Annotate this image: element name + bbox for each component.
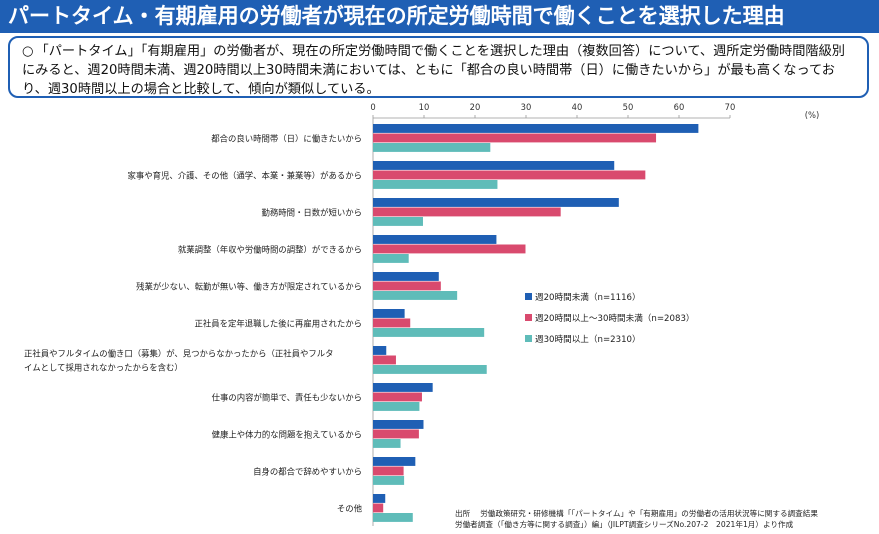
bar [373, 476, 405, 485]
bar [373, 346, 387, 355]
x-tick-label: 10 [419, 102, 430, 112]
bar [373, 281, 441, 291]
x-tick-label: 70 [725, 102, 736, 112]
legend-entry: 週20時間以上～30時間未満（n=2083） [535, 312, 695, 324]
x-tick-label: 30 [521, 102, 532, 112]
bar [373, 439, 401, 448]
bar [373, 513, 413, 522]
bar [373, 383, 433, 392]
bar [373, 402, 420, 411]
x-tick-label: 50 [623, 102, 634, 112]
summary-text: 「パートタイム」「有期雇用」の労働者が、現在の所定労働時間で働くことを選択した理… [22, 44, 845, 97]
legend-entry: 週20時間未満（n=1116） [535, 291, 641, 303]
category-label: 仕事の内容が簡単で、責任も少ないから [212, 392, 362, 402]
bar [373, 392, 422, 402]
unit-label: (%) [805, 110, 820, 120]
category-label: イムとして採用されなかったからを含む） [24, 362, 183, 372]
x-tick-label: 0 [370, 102, 375, 112]
category-label: 都合の良い時間帯（日）に働きたいから [211, 133, 362, 143]
bar [373, 124, 699, 133]
x-tick-label: 60 [674, 102, 685, 112]
legend-entry: 週30時間以上（n=2310） [535, 334, 641, 345]
bar [373, 254, 409, 263]
source-note: 出所 労働政策研究・研修機構「「パートタイム」や「有期雇用」の労働者の活用状況等に… [455, 509, 818, 530]
bar [373, 291, 458, 300]
bar [373, 217, 423, 226]
bar [373, 457, 416, 466]
bar [373, 143, 491, 152]
source-label: 出所 [455, 509, 471, 518]
bar [373, 355, 396, 365]
bar [373, 420, 424, 429]
bar [373, 466, 404, 476]
summary-box: ○ 「パートタイム」「有期雇用」の労働者が、現在の所定労働時間で働くことを選択した… [8, 36, 869, 98]
legend-swatch [525, 314, 532, 321]
bar [373, 244, 526, 254]
bar [373, 429, 419, 439]
bar [373, 365, 487, 374]
bar [373, 133, 657, 143]
x-tick-label: 40 [572, 102, 583, 112]
category-label: 残業が少ない、転勤が無い等、働き方が限定されているから [136, 281, 362, 291]
bar [373, 503, 384, 513]
category-label: 家事や育児、介護、その他（通学、本業・兼業等）があるから [128, 170, 363, 180]
bar [373, 198, 619, 207]
bar [373, 235, 497, 244]
legend-swatch [525, 335, 532, 342]
bar [373, 328, 485, 337]
source-line-2: 労働者調査（「働き方等に関する調査」）編」（JILPT調査シリーズNo.207-… [455, 519, 794, 529]
category-label: 勤務時間・日数が短いから [262, 207, 363, 217]
bar [373, 309, 405, 318]
category-label: 自身の都合で辞めやすいから [253, 466, 362, 476]
bar [373, 494, 386, 503]
bar [373, 170, 646, 180]
bar [373, 318, 411, 328]
source-line-1: 労働政策研究・研修機構「「パートタイム」や「有期雇用」の労働者の活用状況等に関す… [480, 509, 818, 518]
x-tick-label: 20 [470, 102, 481, 112]
category-label: 健康上や体力的な問題を抱えているから [212, 429, 362, 439]
summary-bullet: ○ [22, 44, 34, 59]
category-label: 正社員やフルタイムの働き口（募集）が、見つからなかったから（正社員やフルタ [24, 348, 334, 358]
bar [373, 207, 561, 217]
bar [373, 161, 615, 170]
category-label: その他 [337, 503, 363, 513]
category-label: 正社員を定年退職した後に再雇用されたから [195, 318, 363, 328]
category-label: 就業調整（年収や労働時間の調整）ができるから [178, 244, 362, 254]
page-title: パートタイム・有期雇用の労働者が現在の所定労働時間で働くことを選択した理由 [0, 0, 879, 33]
legend-swatch [525, 293, 532, 300]
bar [373, 272, 439, 281]
bar [373, 180, 498, 189]
